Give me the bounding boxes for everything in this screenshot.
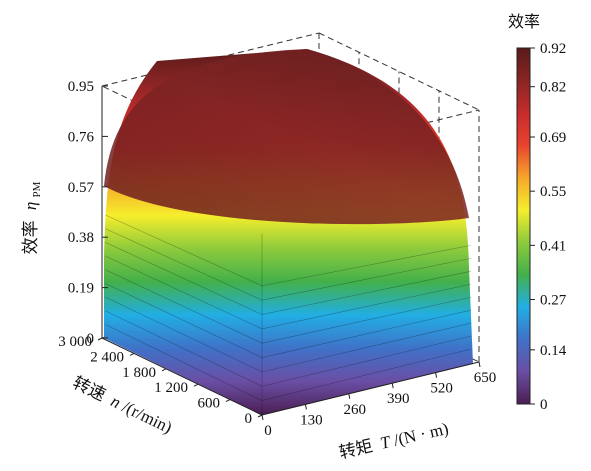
z-axis-label-text: 效率 <box>21 220 41 254</box>
y-tick-label: 1 200 <box>154 380 188 396</box>
efficiency-surface <box>104 48 473 416</box>
z-tick-label: 0.95 <box>68 79 94 95</box>
y-tick-label: 3 000 <box>58 334 92 350</box>
colorbar-tick-label: 0.27 <box>540 293 567 309</box>
y-tick-label: 2 400 <box>90 349 124 365</box>
x-tick-label: 260 <box>344 402 367 418</box>
x-axis-label: 转矩 T /(N · m) <box>337 419 450 464</box>
x-tick-mark <box>348 393 351 399</box>
colorbar-tick-label: 0.14 <box>540 343 567 359</box>
y-axis-line <box>101 337 263 416</box>
colorbar-tick-label: 0.69 <box>540 130 566 146</box>
y-tick-label: 600 <box>198 396 221 412</box>
z-tick-label: 0 <box>87 331 95 347</box>
y-tick-label: 0 <box>245 411 253 427</box>
x-tick-label: 0 <box>264 423 272 439</box>
x-tick-mark <box>391 383 394 389</box>
surface-contour-line <box>104 310 472 387</box>
x-tick-label: 650 <box>474 370 497 386</box>
z-axis-label: 效率 η PM <box>21 181 43 254</box>
x-axis-label-text: 转矩 <box>337 436 375 463</box>
surface-top-cap <box>104 48 469 225</box>
z-tick-label: 0.57 <box>68 180 95 196</box>
y-tick-mark <box>97 337 103 341</box>
x-tick-mark <box>435 372 438 378</box>
surface-contour-line <box>104 324 472 402</box>
colorbar: 效率 0 0.14 0.27 0.41 0.55 0.69 0.82 0.92 <box>508 12 567 413</box>
z-axis: 0 0.19 0.38 0.57 0.76 0.95 效率 η PM <box>21 79 108 347</box>
x-tick-mark <box>478 361 481 368</box>
x-axis-label-symbol: T <box>378 432 393 453</box>
x-tick-mark <box>261 414 264 421</box>
x-tick-label: 390 <box>387 391 410 407</box>
colorbar-tick-label: 0.82 <box>540 80 566 96</box>
colorbar-tick-label: 0 <box>540 397 548 413</box>
surface-contour-line <box>104 282 472 358</box>
colorbar-tick-label: 0.55 <box>540 184 566 200</box>
x-axis-label-unit: /(N · m) <box>392 419 451 450</box>
y-tick-mark <box>257 414 263 418</box>
surface-contour-line <box>104 228 472 301</box>
z-axis-label-subscript: PM <box>31 181 43 197</box>
colorbar-tick-label: 0.92 <box>540 41 566 57</box>
colorbar-strip <box>516 47 531 405</box>
y-tick-mark <box>193 383 199 387</box>
z-tick-label: 0.76 <box>68 129 95 145</box>
y-tick-mark <box>225 399 231 403</box>
z-axis-label-symbol: η <box>21 202 40 210</box>
surface-contour-line <box>104 296 472 373</box>
surface-contour-line <box>104 255 472 330</box>
surface-contour-line <box>104 269 472 344</box>
colorbar-tick-label: 0.41 <box>540 238 566 254</box>
surface-contour-line <box>104 241 472 315</box>
y-axis-label-text: 转速 <box>69 373 108 406</box>
z-tick-label: 0.19 <box>68 281 94 297</box>
x-tick-label: 130 <box>300 412 323 428</box>
y-tick-mark <box>161 368 167 372</box>
x-tick-label: 520 <box>430 381 453 397</box>
y-tick-label: 1 800 <box>122 365 156 381</box>
colorbar-title: 效率 <box>508 12 540 31</box>
x-tick-mark <box>304 404 307 410</box>
x-axis-line <box>261 361 480 416</box>
y-tick-mark <box>129 352 135 356</box>
z-tick-label: 0.38 <box>68 230 94 246</box>
y-axis-label-unit: /(r/min) <box>119 397 175 437</box>
surface-contour-line <box>104 214 472 287</box>
